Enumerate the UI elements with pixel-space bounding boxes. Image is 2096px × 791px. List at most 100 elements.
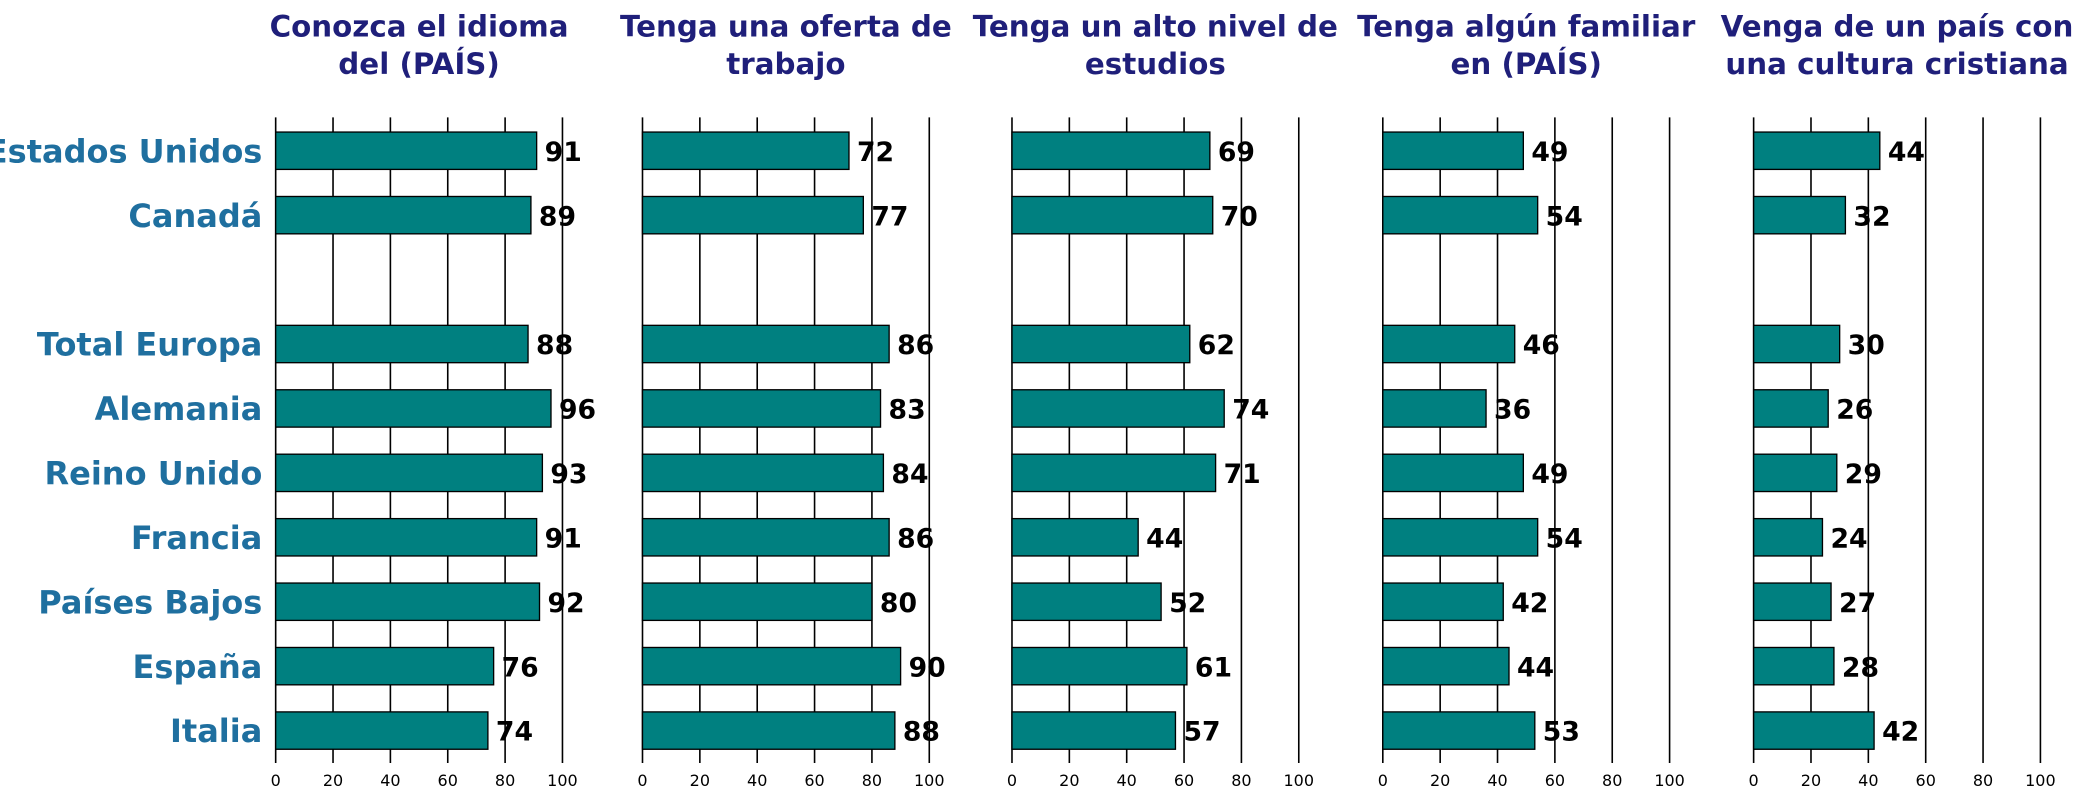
value-label: 62 — [1198, 330, 1235, 361]
category-label: Canadá — [128, 197, 262, 235]
bar — [1011, 389, 1225, 428]
bar — [275, 582, 541, 622]
category-label: Estados Unidos — [0, 132, 262, 170]
value-label: 30 — [1848, 330, 1885, 361]
x-tick-label: 20 — [323, 771, 343, 790]
bar — [641, 324, 890, 364]
x-tick-label: 60 — [438, 771, 458, 790]
bar — [1011, 582, 1162, 622]
category-label: Total Europa — [37, 326, 262, 364]
value-label: 49 — [1531, 137, 1568, 168]
chart-title: Tenga algún familiar — [1357, 10, 1696, 44]
bar — [275, 453, 544, 493]
value-label: 83 — [889, 395, 926, 426]
category-label: Reino Unido — [44, 455, 262, 493]
value-label: 26 — [1836, 395, 1873, 426]
value-label: 86 — [897, 523, 934, 554]
value-label: 61 — [1195, 652, 1232, 683]
value-label: 89 — [539, 201, 576, 232]
value-label: 57 — [1183, 717, 1220, 748]
value-label: 54 — [1546, 201, 1583, 232]
chart-title: Tenga una oferta de — [620, 10, 952, 44]
bar — [641, 131, 850, 171]
value-label: 54 — [1546, 523, 1583, 554]
x-tick-label: 80 — [495, 771, 515, 790]
x-tick-label: 100 — [1283, 771, 1314, 790]
value-label: 91 — [545, 137, 582, 168]
category-label: Países Bajos — [38, 583, 262, 621]
bar — [1752, 389, 1829, 428]
bar — [1011, 517, 1139, 557]
x-tick-label: 0 — [1378, 771, 1388, 790]
x-tick-label: 60 — [1916, 771, 1936, 790]
bar — [1011, 453, 1217, 493]
x-tick-label: 40 — [747, 771, 767, 790]
value-label: 44 — [1517, 652, 1554, 683]
value-label: 77 — [871, 201, 908, 232]
value-label: 53 — [1543, 717, 1580, 748]
value-label: 76 — [502, 652, 539, 683]
value-label: 52 — [1169, 588, 1206, 619]
x-tick-label: 0 — [1007, 771, 1017, 790]
bar — [1752, 453, 1838, 493]
bar — [1382, 389, 1487, 428]
bar — [1382, 646, 1510, 686]
x-tick-label: 60 — [804, 771, 824, 790]
bar — [1382, 195, 1539, 235]
bar — [641, 582, 873, 622]
bar — [1382, 582, 1504, 622]
bar — [1382, 517, 1539, 557]
value-label: 42 — [1882, 717, 1919, 748]
x-tick-label: 40 — [380, 771, 400, 790]
chart-title: Tenga un alto nivel de — [973, 10, 1338, 44]
chart-title: Conozca el idioma — [270, 10, 569, 44]
x-tick-label: 100 — [1654, 771, 1685, 790]
bar — [1752, 131, 1881, 171]
value-label: 28 — [1842, 652, 1879, 683]
value-label: 80 — [880, 588, 917, 619]
bar — [275, 324, 529, 364]
value-label: 27 — [1839, 588, 1876, 619]
bar — [1011, 131, 1211, 171]
value-label: 42 — [1511, 588, 1548, 619]
value-label: 24 — [1830, 523, 1867, 554]
chart-title: del (PAÍS) — [338, 46, 500, 81]
value-label: 72 — [857, 137, 894, 168]
x-tick-label: 20 — [690, 771, 710, 790]
value-label: 44 — [1146, 523, 1183, 554]
bar — [1752, 646, 1835, 686]
value-label: 36 — [1494, 395, 1531, 426]
x-tick-label: 0 — [637, 771, 647, 790]
bar — [275, 389, 552, 428]
bar — [1382, 131, 1525, 171]
bar — [1011, 646, 1188, 686]
value-label: 49 — [1531, 459, 1568, 490]
bar — [275, 517, 538, 557]
x-tick-label: 20 — [1801, 771, 1821, 790]
x-tick-label: 0 — [271, 771, 281, 790]
value-label: 74 — [496, 717, 533, 748]
value-label: 32 — [1853, 201, 1890, 232]
bar — [1752, 711, 1875, 750]
category-label: Francia — [131, 519, 262, 557]
category-label: Italia — [170, 712, 262, 750]
x-tick-label: 40 — [1117, 771, 1137, 790]
x-tick-label: 100 — [2025, 771, 2056, 790]
bar — [1752, 195, 1847, 235]
value-label: 92 — [548, 588, 585, 619]
x-tick-label: 80 — [1231, 771, 1251, 790]
bar — [641, 195, 864, 235]
value-label: 88 — [536, 330, 573, 361]
x-tick-label: 40 — [1858, 771, 1878, 790]
bar — [1011, 195, 1214, 235]
value-label: 29 — [1845, 459, 1882, 490]
x-tick-label: 60 — [1545, 771, 1565, 790]
value-label: 86 — [897, 330, 934, 361]
x-tick-label: 80 — [862, 771, 882, 790]
chart-title: una cultura cristiana — [1725, 47, 2068, 81]
category-label: España — [133, 648, 263, 686]
bar — [1752, 517, 1824, 557]
value-label: 69 — [1218, 137, 1255, 168]
bar — [275, 195, 532, 235]
category-label: Alemania — [95, 390, 263, 428]
